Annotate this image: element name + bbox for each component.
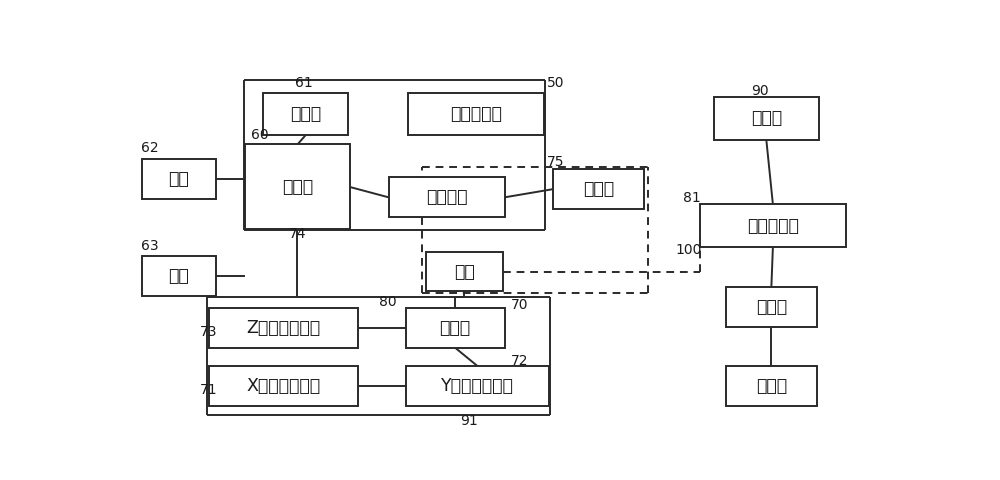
Text: 90: 90 [751, 84, 769, 98]
Bar [245, 144, 350, 229]
Text: 鼠标: 鼠标 [168, 267, 189, 285]
Text: 74: 74 [289, 227, 307, 241]
Text: 70: 70 [511, 298, 528, 312]
Text: Y方向移动机构: Y方向移动机构 [441, 377, 514, 395]
Text: 50: 50 [547, 76, 565, 90]
Bar [714, 97, 819, 140]
Bar [209, 308, 358, 348]
Bar [142, 256, 216, 296]
Text: 高清相机: 高清相机 [426, 188, 467, 206]
Text: 61: 61 [296, 76, 313, 90]
Text: 73: 73 [199, 325, 217, 339]
Text: 80: 80 [379, 295, 397, 309]
Text: 60: 60 [251, 128, 268, 142]
Text: 工作站: 工作站 [282, 178, 313, 196]
Text: X方向移动机构: X方向移动机构 [246, 377, 320, 395]
Text: 烫印机: 烫印机 [751, 109, 782, 127]
Bar [406, 366, 549, 406]
Bar [426, 252, 503, 291]
Text: 91: 91 [460, 414, 478, 428]
Bar [408, 93, 544, 135]
Text: 烫印台: 烫印台 [756, 377, 787, 395]
Bar [209, 366, 358, 406]
Text: 63: 63 [140, 239, 158, 253]
Text: 键盘: 键盘 [168, 170, 189, 188]
Text: Z方向移动机构: Z方向移动机构 [246, 319, 320, 337]
Bar [553, 169, 644, 209]
Text: 72: 72 [511, 354, 528, 369]
Text: 钢板: 钢板 [454, 263, 475, 281]
Bar [388, 177, 505, 217]
Text: 62: 62 [140, 141, 158, 155]
Bar [263, 93, 348, 135]
Text: 100: 100 [675, 243, 702, 257]
Text: 81: 81 [683, 191, 701, 205]
Bar [406, 308, 505, 348]
Text: 测距器: 测距器 [583, 180, 614, 198]
Text: 激光雕刻机: 激光雕刻机 [450, 105, 502, 123]
Bar [726, 288, 817, 327]
Text: 电化铝: 电化铝 [756, 299, 787, 316]
Text: 71: 71 [199, 383, 217, 397]
Bar [142, 159, 216, 199]
Text: 工作台: 工作台 [440, 319, 471, 337]
Bar [700, 204, 846, 247]
Text: 显示屏: 显示屏 [290, 105, 321, 123]
Text: 75: 75 [547, 155, 565, 169]
Text: 纳米烫金版: 纳米烫金版 [747, 216, 799, 235]
Bar [726, 366, 817, 406]
